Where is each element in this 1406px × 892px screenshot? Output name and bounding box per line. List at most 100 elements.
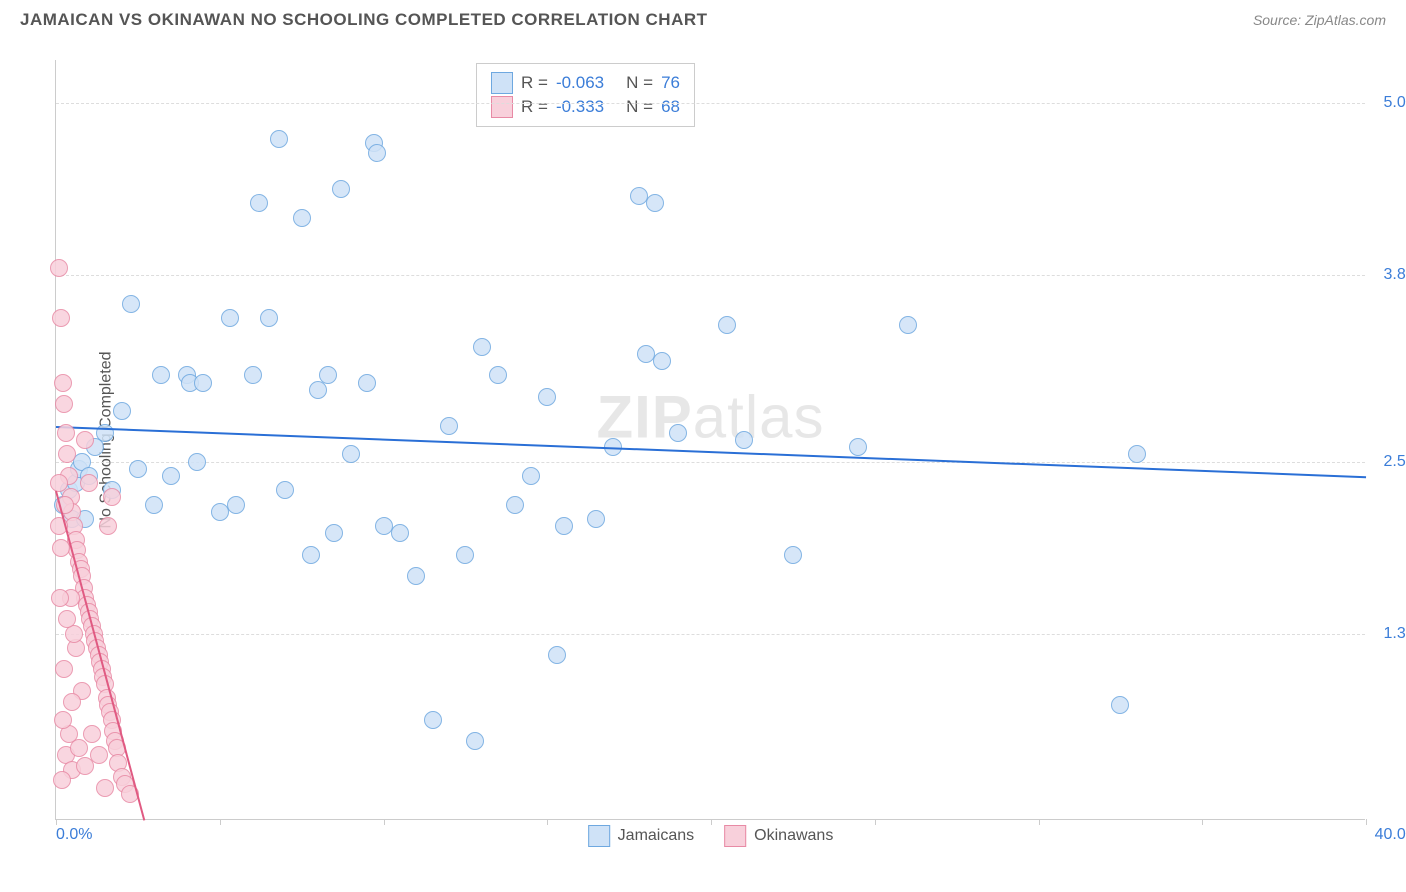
- data-point: [53, 771, 71, 789]
- data-point: [211, 503, 229, 521]
- data-point: [587, 510, 605, 528]
- data-point: [630, 187, 648, 205]
- y-tick-label: 1.3%: [1370, 625, 1406, 643]
- series-name: Jamaicans: [618, 827, 694, 845]
- x-tick: [1366, 819, 1367, 825]
- data-point: [113, 402, 131, 420]
- data-point: [54, 374, 72, 392]
- legend-swatch: [724, 825, 746, 847]
- data-point: [735, 431, 753, 449]
- legend-swatch: [491, 96, 513, 118]
- data-point: [83, 725, 101, 743]
- data-point: [489, 366, 507, 384]
- data-point: [669, 424, 687, 442]
- data-point: [538, 388, 556, 406]
- source-attribution: Source: ZipAtlas.com: [1253, 12, 1386, 28]
- series-legend-item: Jamaicans: [588, 825, 694, 847]
- legend-swatch: [588, 825, 610, 847]
- data-point: [145, 496, 163, 514]
- data-point: [440, 417, 458, 435]
- data-point: [466, 732, 484, 750]
- y-tick-label: 5.0%: [1370, 94, 1406, 112]
- data-point: [52, 539, 70, 557]
- data-point: [103, 488, 121, 506]
- data-point: [55, 660, 73, 678]
- data-point: [70, 739, 88, 757]
- data-point: [358, 374, 376, 392]
- trend-line: [56, 426, 1366, 478]
- data-point: [270, 130, 288, 148]
- data-point: [368, 144, 386, 162]
- series-legend: Jamaicans Okinawans: [588, 825, 834, 847]
- y-tick-label: 2.5%: [1370, 453, 1406, 471]
- data-point: [221, 309, 239, 327]
- data-point: [227, 496, 245, 514]
- data-point: [57, 424, 75, 442]
- watermark: ZIPatlas: [596, 382, 824, 451]
- data-point: [162, 467, 180, 485]
- data-point: [52, 309, 70, 327]
- x-tick: [1202, 819, 1203, 825]
- data-point: [80, 474, 98, 492]
- data-point: [276, 481, 294, 499]
- data-point: [122, 295, 140, 313]
- data-point: [250, 194, 268, 212]
- data-point: [58, 610, 76, 628]
- data-point: [58, 445, 76, 463]
- data-point: [391, 524, 409, 542]
- data-point: [293, 209, 311, 227]
- data-point: [407, 567, 425, 585]
- data-point: [332, 180, 350, 198]
- data-point: [646, 194, 664, 212]
- stats-legend-row: R =-0.063N =76: [491, 72, 680, 94]
- data-point: [50, 259, 68, 277]
- data-point: [718, 316, 736, 334]
- data-point: [342, 445, 360, 463]
- data-point: [302, 546, 320, 564]
- data-point: [899, 316, 917, 334]
- legend-swatch: [491, 72, 513, 94]
- data-point: [194, 374, 212, 392]
- data-point: [96, 779, 114, 797]
- data-point: [244, 366, 262, 384]
- y-tick-label: 3.8%: [1370, 266, 1406, 284]
- data-point: [319, 366, 337, 384]
- data-point: [375, 517, 393, 535]
- data-point: [129, 460, 147, 478]
- data-point: [849, 438, 867, 456]
- data-point: [152, 366, 170, 384]
- chart-title: JAMAICAN VS OKINAWAN NO SCHOOLING COMPLE…: [20, 10, 708, 30]
- gridline: [56, 634, 1365, 635]
- stats-legend: R =-0.063N =76R =-0.333N =68: [476, 63, 695, 127]
- data-point: [548, 646, 566, 664]
- x-tick: [220, 819, 221, 825]
- data-point: [506, 496, 524, 514]
- x-axis-max-label: 40.0%: [1375, 826, 1406, 844]
- x-tick: [1039, 819, 1040, 825]
- x-tick: [875, 819, 876, 825]
- x-tick: [384, 819, 385, 825]
- gridline: [56, 275, 1365, 276]
- data-point: [637, 345, 655, 363]
- data-point: [473, 338, 491, 356]
- data-point: [96, 424, 114, 442]
- data-point: [522, 467, 540, 485]
- data-point: [99, 517, 117, 535]
- data-point: [653, 352, 671, 370]
- x-tick: [56, 819, 57, 825]
- data-point: [90, 746, 108, 764]
- series-legend-item: Okinawans: [724, 825, 833, 847]
- gridline: [56, 103, 1365, 104]
- series-name: Okinawans: [754, 827, 833, 845]
- data-point: [555, 517, 573, 535]
- data-point: [76, 431, 94, 449]
- data-point: [55, 395, 73, 413]
- stats-legend-row: R =-0.333N =68: [491, 96, 680, 118]
- data-point: [424, 711, 442, 729]
- data-point: [63, 693, 81, 711]
- data-point: [1128, 445, 1146, 463]
- data-point: [260, 309, 278, 327]
- gridline: [56, 462, 1365, 463]
- scatter-chart: No Schooling Completed ZIPatlas R =-0.06…: [55, 60, 1365, 820]
- data-point: [456, 546, 474, 564]
